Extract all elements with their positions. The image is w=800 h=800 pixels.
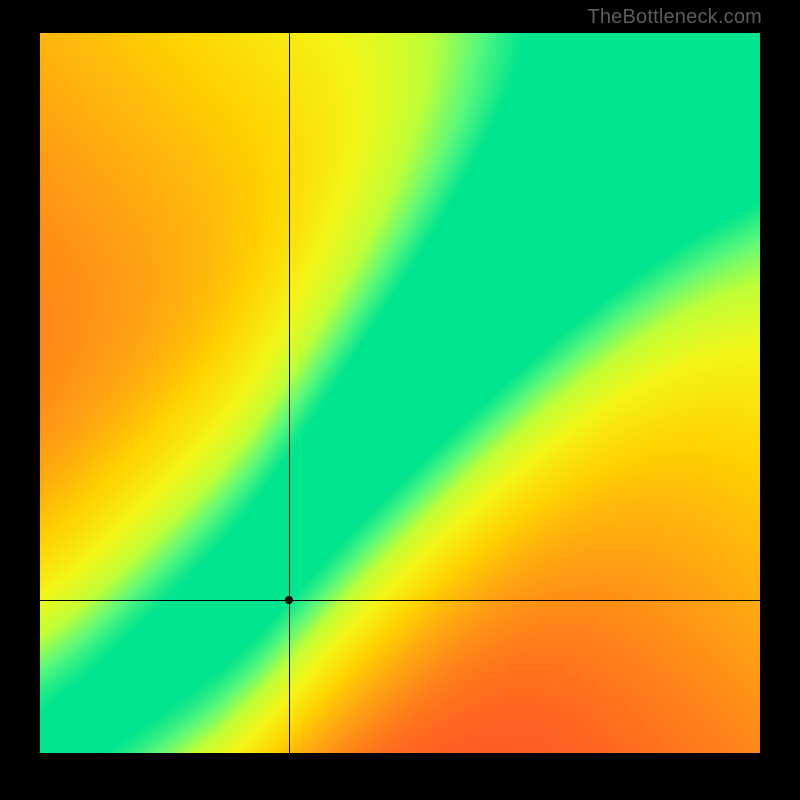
- heatmap-plot: [40, 33, 760, 753]
- crosshair-marker: [285, 596, 293, 604]
- crosshair-vertical: [289, 33, 290, 753]
- heatmap-canvas: [40, 33, 760, 753]
- watermark-text: TheBottleneck.com: [587, 6, 762, 29]
- crosshair-horizontal: [40, 600, 760, 601]
